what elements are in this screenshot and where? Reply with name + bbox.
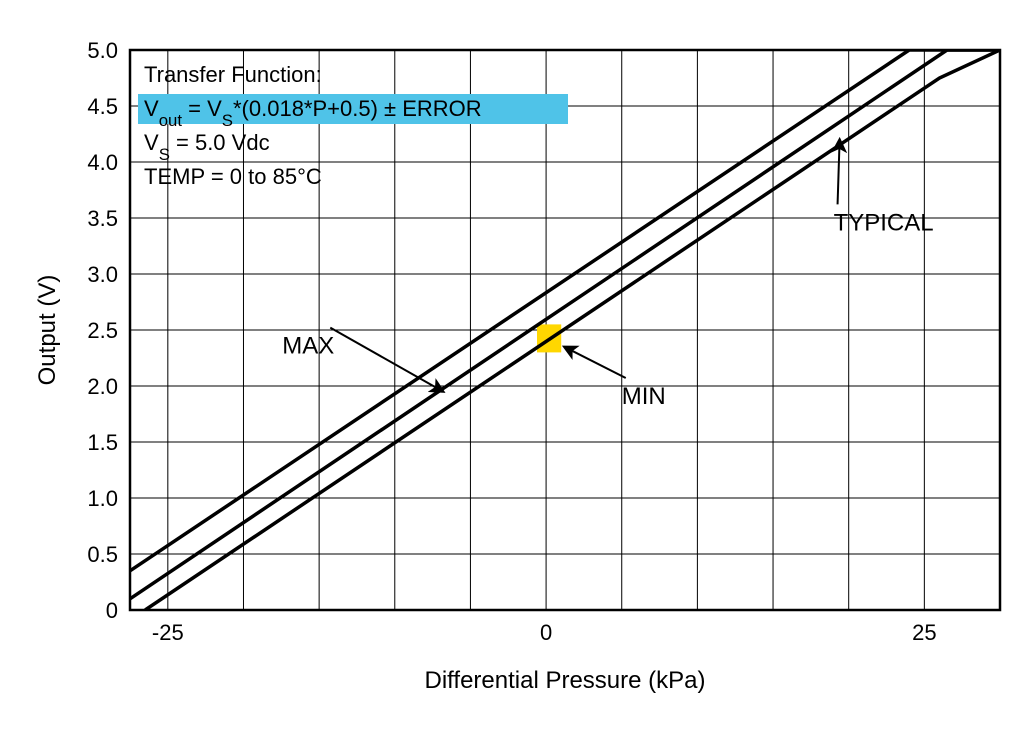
y-tick-label: 2.0 [87, 374, 118, 399]
y-tick-label: 4.5 [87, 94, 118, 119]
y-tick-label: 0.5 [87, 542, 118, 567]
y-tick-label: 5.0 [87, 38, 118, 63]
min-label: MIN [622, 383, 666, 410]
x-tick-label: -25 [152, 620, 184, 645]
y-tick-label: 4.0 [87, 150, 118, 175]
y-tick-label: 1.0 [87, 486, 118, 511]
y-tick-label: 1.5 [87, 430, 118, 455]
x-axis-label: Differential Pressure (kPa) [425, 667, 706, 694]
anno-temp: TEMP = 0 to 85°C [144, 164, 322, 189]
y-axis-label: Output (V) [34, 275, 61, 386]
y-tick-label: 3.5 [87, 206, 118, 231]
pressure-output-chart: -25 0 25 0 0.5 1.0 1.5 2.0 2.5 3.0 3.5 4.0 4.5 5.0 Out… [20, 20, 1024, 730]
anno-title: Transfer Function: [144, 62, 322, 87]
x-tick-label: 0 [540, 620, 552, 645]
y-tick-label: 0 [106, 598, 118, 623]
y-tick-label: 2.5 [87, 318, 118, 343]
typical-label: TYPICAL [834, 209, 934, 236]
max-label: MAX [282, 333, 334, 360]
y-tick-label: 3.0 [87, 262, 118, 287]
x-tick-label: 25 [912, 620, 936, 645]
